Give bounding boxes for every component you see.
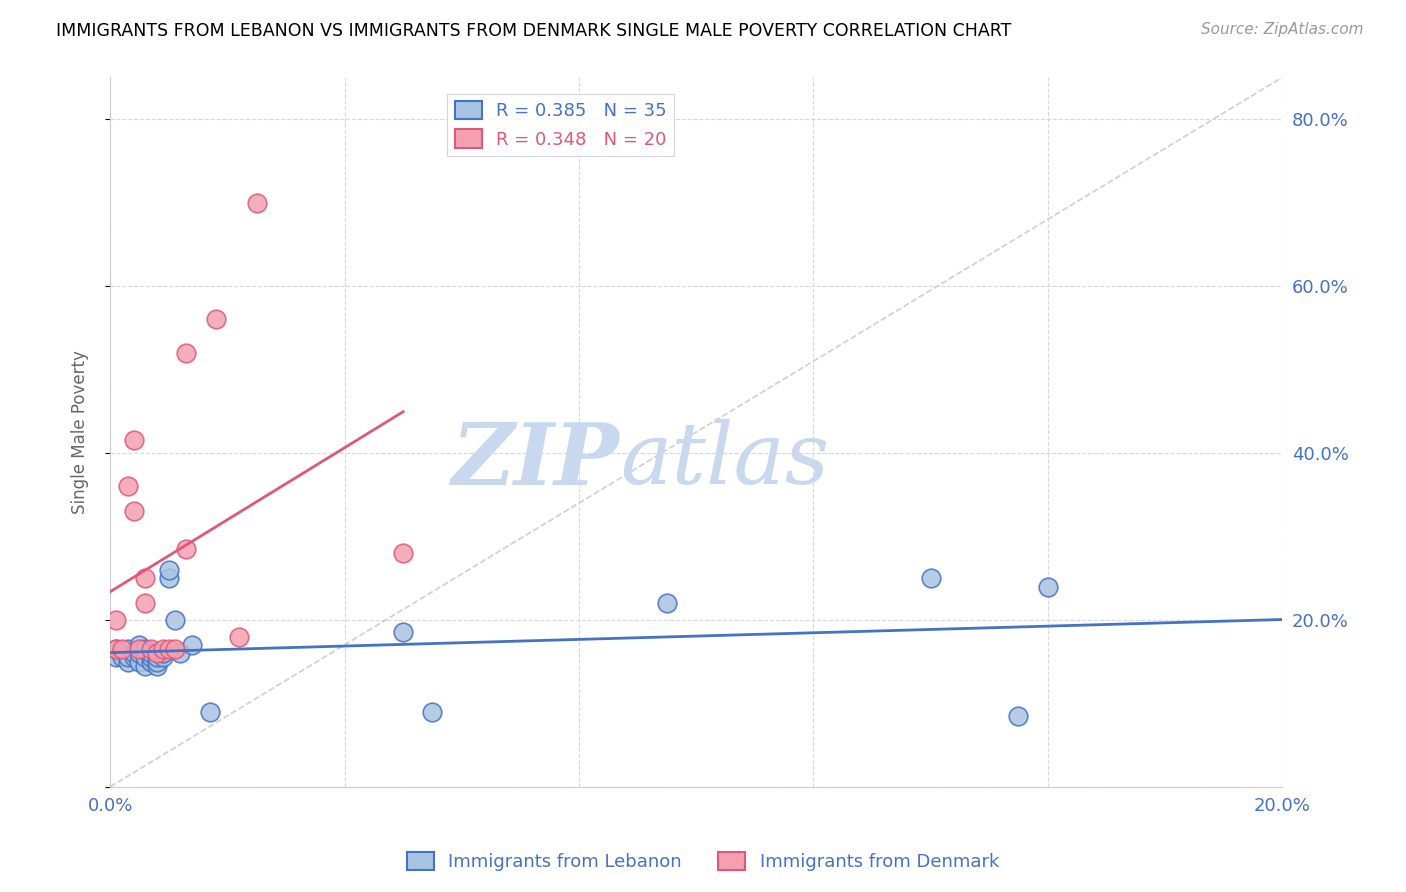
Point (122, 650, 145, 665)
Point (139, 655, 162, 669)
Point (128, 655, 150, 669)
Point (134, 642, 156, 657)
Point (111, 650, 134, 665)
Point (146, 658, 169, 673)
Text: Source: ZipAtlas.com: Source: ZipAtlas.com (1201, 22, 1364, 37)
Point (163, 613, 186, 627)
Legend: R = 0.385   N = 35, R = 0.348   N = 20: R = 0.385 N = 35, R = 0.348 N = 20 (447, 94, 673, 156)
Point (169, 646, 191, 660)
Point (117, 655, 139, 669)
Point (139, 650, 162, 665)
Point (104, 642, 127, 657)
Point (174, 541, 197, 556)
Point (104, 650, 127, 665)
Text: ZIP: ZIP (453, 418, 620, 502)
Point (117, 642, 139, 657)
Point (152, 650, 174, 665)
Point (146, 646, 169, 660)
Point (146, 655, 169, 669)
Point (392, 625, 415, 640)
Point (122, 646, 145, 660)
Point (163, 642, 186, 657)
Point (152, 646, 174, 660)
Point (134, 650, 156, 665)
Point (134, 658, 156, 673)
Point (117, 650, 139, 665)
Point (146, 650, 169, 665)
Point (1007, 709, 1029, 723)
Point (157, 642, 180, 657)
Point (422, 705, 444, 719)
Point (139, 642, 162, 657)
Point (1036, 580, 1059, 594)
Point (122, 434, 145, 448)
Point (128, 638, 150, 652)
Legend: Immigrants from Lebanon, Immigrants from Denmark: Immigrants from Lebanon, Immigrants from… (399, 845, 1007, 879)
Point (392, 546, 415, 560)
Point (134, 571, 156, 585)
Text: atlas: atlas (620, 419, 830, 502)
Point (198, 705, 221, 719)
Point (204, 312, 226, 326)
Point (104, 613, 127, 627)
Point (111, 642, 134, 657)
Point (157, 563, 180, 577)
Point (152, 642, 174, 657)
Point (111, 646, 134, 660)
Point (117, 479, 139, 493)
Point (655, 596, 678, 610)
Point (174, 346, 197, 360)
Point (128, 646, 150, 660)
Point (128, 642, 150, 657)
Point (134, 596, 156, 610)
Text: IMMIGRANTS FROM LEBANON VS IMMIGRANTS FROM DENMARK SINGLE MALE POVERTY CORRELATI: IMMIGRANTS FROM LEBANON VS IMMIGRANTS FR… (56, 22, 1011, 40)
Point (157, 571, 180, 585)
Point (181, 638, 204, 652)
Point (245, 195, 267, 210)
Y-axis label: Single Male Poverty: Single Male Poverty (72, 351, 89, 514)
Point (122, 504, 145, 518)
Point (920, 571, 942, 585)
Point (228, 630, 250, 644)
Point (104, 642, 127, 657)
Point (139, 646, 162, 660)
